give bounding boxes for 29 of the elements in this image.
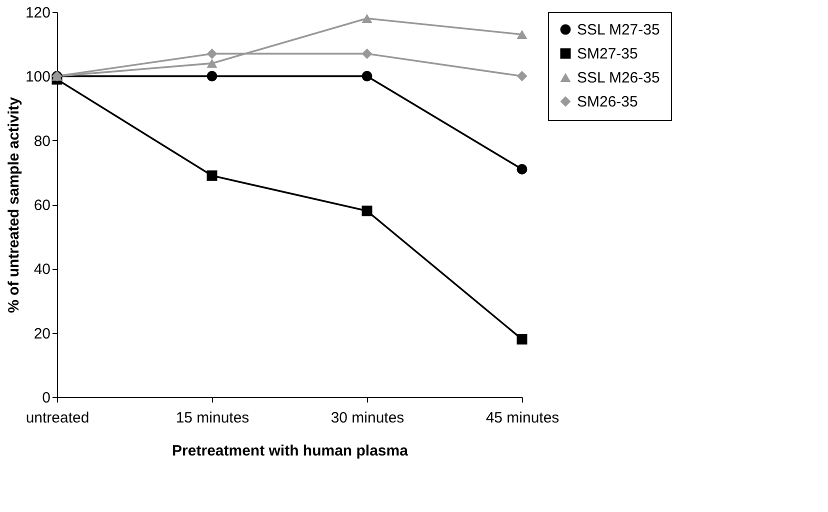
x-axis-title: Pretreatment with human plasma	[172, 442, 409, 460]
y-tick-label: 60	[34, 197, 50, 214]
y-tick-label: 0	[42, 390, 50, 406]
y-tick-label: 100	[25, 68, 50, 86]
point	[362, 206, 372, 216]
y-tick-label: 80	[34, 132, 50, 150]
point	[206, 170, 218, 181]
y-tick-label: 40	[34, 261, 50, 278]
y-tick-label: 20	[34, 325, 50, 342]
x-tick-label: untreated	[26, 410, 90, 426]
point	[206, 70, 218, 82]
point	[206, 58, 218, 68]
x-tick-label: 15 minutes	[176, 410, 250, 426]
y-tick-label: 120	[25, 4, 50, 22]
point	[516, 30, 528, 39]
legend-label: SM27-35	[577, 46, 638, 62]
legend-label: SM26-35	[577, 94, 638, 110]
y-axis-title: % of untreated sample activity	[5, 96, 22, 313]
point	[362, 14, 372, 23]
point	[516, 334, 528, 344]
x-tick-label: 45 minutes	[486, 410, 560, 426]
x-tick-label: 30 minutes	[330, 410, 404, 426]
point	[516, 70, 528, 82]
point	[516, 164, 528, 174]
legend-label: SSL M26-35	[577, 70, 660, 86]
point	[206, 48, 218, 59]
point	[362, 48, 372, 59]
point	[362, 70, 372, 82]
legend-label: SSL M27-35	[577, 22, 660, 38]
